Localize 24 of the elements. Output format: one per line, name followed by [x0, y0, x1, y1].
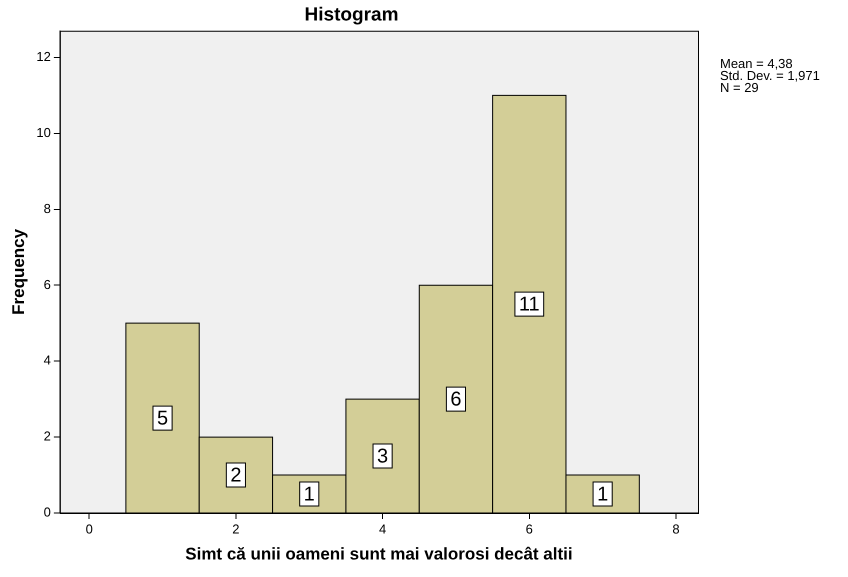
- y-tick-label: 8: [44, 200, 51, 216]
- x-tick-label: 6: [526, 521, 533, 536]
- y-tick-label: 12: [36, 48, 51, 64]
- data-label: 11: [518, 294, 540, 316]
- data-label: 3: [377, 446, 388, 468]
- chart-title: Histogram: [304, 4, 398, 26]
- data-label: 2: [230, 464, 242, 487]
- x-axis-title: Simt că unii oameni sunt mai valorosi decât altii: [185, 544, 573, 564]
- y-tick-label: 10: [36, 124, 51, 140]
- data-label: 6: [450, 388, 462, 411]
- y-tick-label: 0: [44, 504, 51, 520]
- y-tick-label: 4: [44, 352, 51, 368]
- y-tick-label: 6: [44, 276, 51, 292]
- data-label: 5: [156, 408, 168, 430]
- y-axis-title: Frequency: [8, 228, 28, 315]
- y-tick-label: 2: [44, 428, 51, 444]
- text: Mean = 4,38: [720, 56, 793, 71]
- x-tick-label: 8: [672, 521, 680, 536]
- data-label: 1: [304, 484, 315, 506]
- text: N = 29: [720, 80, 759, 95]
- x-tick-label: 4: [378, 521, 386, 536]
- data-label: 1: [597, 484, 608, 506]
- x-tick-label: 2: [232, 521, 240, 536]
- x-tick-label: 0: [86, 521, 93, 536]
